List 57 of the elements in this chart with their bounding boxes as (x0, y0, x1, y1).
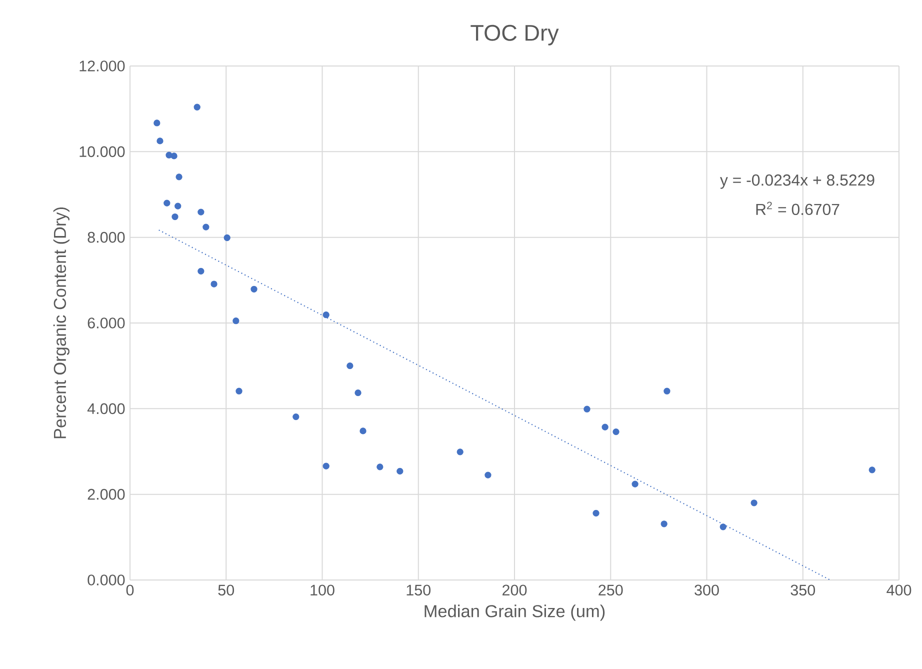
point (632, 480, 638, 488)
point (612, 428, 620, 436)
point (164, 200, 170, 206)
point (376, 464, 384, 470)
point (456, 448, 464, 456)
annotation: R$^{2}$ = 0.6707 (756, 202, 840, 216)
point (660, 520, 668, 528)
point (236, 388, 242, 394)
point (194, 104, 200, 110)
point (154, 120, 160, 126)
point (750, 500, 758, 506)
point (354, 389, 362, 396)
point (720, 524, 726, 530)
x-axis-title: Median Grain Size (um) (424, 604, 605, 621)
x-tick-label: 50 (218, 584, 234, 596)
point (198, 268, 204, 274)
point (232, 318, 240, 324)
point (592, 510, 600, 516)
y-tick-label: 2.000 (88, 488, 125, 500)
y-tick-label: 8.000 (88, 232, 125, 243)
x-tick-label: 350 (790, 584, 816, 596)
point (868, 466, 876, 474)
y-tick-label: 10.000 (80, 146, 125, 158)
y-tick-label: 4.000 (87, 403, 125, 414)
point (198, 208, 204, 216)
annotation: y = -0.0234x + 8.5229 (720, 174, 874, 189)
y-axis-title: Percent Organic Content (Dry) (53, 207, 70, 438)
point (174, 202, 182, 210)
point (484, 472, 492, 478)
x-tick-label: 100 (310, 584, 334, 596)
point (172, 213, 178, 220)
point (292, 413, 300, 420)
point (202, 224, 210, 230)
point (210, 280, 218, 288)
x-tick-label: 400 (886, 584, 912, 596)
x-tick-label: 250 (598, 584, 623, 596)
x-tick-label: 0 (126, 584, 134, 596)
x-tick-label: 200 (502, 584, 527, 596)
point (156, 138, 164, 144)
point (360, 428, 366, 434)
point (396, 468, 404, 475)
y-tick-label: 6.000 (88, 318, 125, 328)
point (322, 312, 330, 318)
point (170, 152, 178, 160)
chart-title: TOC Dry (470, 24, 559, 46)
point (250, 286, 258, 292)
point (664, 388, 670, 394)
point (346, 362, 354, 370)
point (322, 462, 330, 470)
point (602, 424, 608, 430)
x-tick-label: 150 (406, 584, 431, 596)
point (584, 406, 590, 412)
y-tick-label: 12.000 (80, 60, 125, 72)
x-tick-label: 300 (694, 584, 719, 596)
y-tick-label: 0.000 (88, 574, 125, 586)
point (176, 174, 182, 180)
point (224, 234, 230, 242)
